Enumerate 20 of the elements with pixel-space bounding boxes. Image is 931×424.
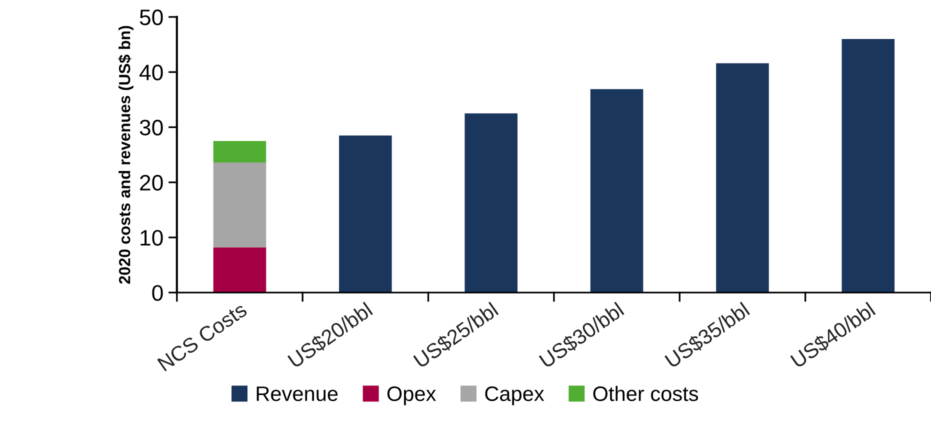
legend-label: Other costs (593, 386, 698, 402)
legend-label: Capex (485, 386, 544, 406)
bar (590, 89, 644, 293)
bar (464, 113, 518, 293)
y-tick-label: 10 (140, 230, 163, 246)
bar (716, 63, 769, 293)
bar (213, 140, 266, 162)
x-tick-label: NCS Costs (157, 302, 248, 372)
y-axis-title: 2020 costs and revenues (US$ bn) (118, 26, 134, 284)
y-tick-label: 0 (152, 285, 163, 301)
bar (842, 39, 895, 293)
bar (339, 135, 392, 293)
y-tick-label: 30 (140, 120, 163, 136)
y-tick-label: 50 (140, 9, 163, 26)
legend-label: Opex (387, 386, 436, 406)
y-tick-label: 20 (140, 174, 163, 191)
bar (213, 162, 266, 248)
legend-label: Revenue (256, 386, 338, 402)
y-tick-label: 40 (139, 64, 163, 80)
bar (213, 247, 266, 293)
